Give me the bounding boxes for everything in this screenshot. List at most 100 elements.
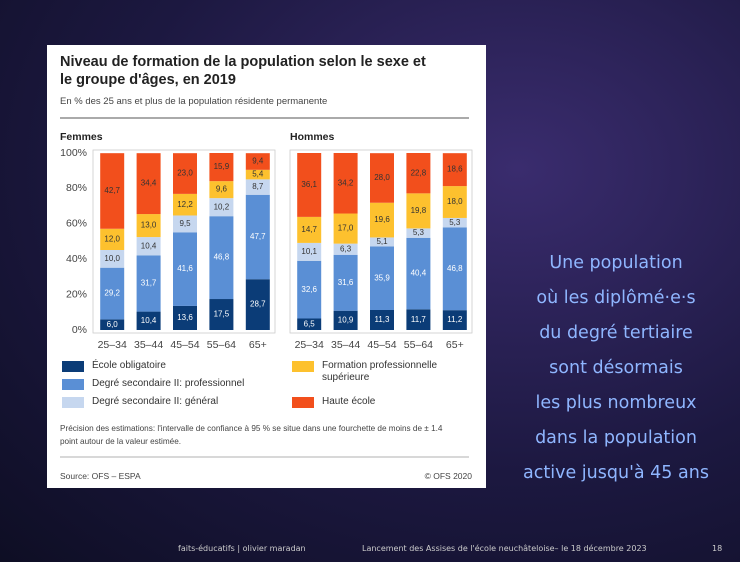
data-label: 8,7	[252, 182, 264, 191]
chart: Femmes 0% 20% 40% 60% 80% 100% 25–34 6,0 29,2 10,0…	[60, 117, 473, 458]
legend-swatch	[62, 361, 84, 372]
legend-swatch	[292, 397, 314, 408]
y-tick-label: 60%	[66, 218, 87, 230]
bar-segment	[173, 305, 197, 330]
data-label: 19,6	[374, 215, 390, 224]
data-label: 28,7	[250, 300, 266, 309]
data-label: 18,6	[447, 165, 463, 174]
figure-title: Niveau de formation de la population sel…	[60, 54, 426, 88]
bar-segment	[173, 193, 197, 216]
data-label: 5,3	[449, 218, 461, 227]
data-label: 22,8	[411, 168, 427, 177]
data-label: 46,8	[447, 264, 463, 273]
figure-panel: Niveau de formation de la population sel…	[47, 45, 486, 488]
x-tick-label: 55–64	[207, 339, 236, 351]
bar-segment	[406, 193, 431, 229]
text-line: active jusqu'à 45 ans	[523, 463, 709, 483]
x-tick-label: 45–54	[170, 339, 199, 351]
bar-segment	[297, 242, 322, 261]
data-label: 46,8	[214, 253, 230, 262]
data-label: 32,6	[301, 285, 317, 294]
bar-segment	[333, 153, 358, 214]
legend-label: École obligatoire	[92, 360, 166, 371]
data-label: 13,0	[141, 221, 157, 230]
bar-segment	[136, 214, 161, 238]
bar-segment	[136, 311, 161, 330]
x-tick-label: 25–34	[295, 339, 324, 351]
y-tick-label: 20%	[66, 288, 87, 300]
bar-segment	[100, 319, 125, 330]
data-label: 18,0	[447, 197, 463, 206]
data-label: 10,4	[141, 241, 157, 250]
bar-segment	[209, 299, 234, 330]
data-label: 10,2	[214, 202, 230, 211]
bar-segment	[442, 227, 467, 311]
data-label: 17,0	[338, 224, 354, 233]
data-label: 11,2	[447, 315, 463, 324]
source: Source: OFS – ESPA	[60, 471, 141, 481]
legend-label: Haute école	[322, 396, 376, 407]
text-line: sont désormais	[549, 358, 683, 378]
bar-segment	[136, 255, 161, 312]
bar-segment	[100, 228, 125, 250]
bar-segment	[245, 194, 270, 280]
legend-swatch	[62, 379, 84, 390]
data-label: 9,6	[216, 185, 228, 194]
bar-segment	[173, 232, 197, 306]
text-line: où les diplômé·e·s	[536, 288, 696, 308]
data-label: 29,2	[104, 289, 120, 298]
bar-segment	[370, 237, 394, 247]
bar-segment	[100, 249, 125, 268]
text-line: dans la population	[535, 428, 697, 448]
x-tick-label: 45–54	[367, 339, 396, 351]
x-tick-label: 35–44	[331, 339, 360, 351]
data-label: 6,3	[340, 244, 352, 253]
y-tick-label: 0%	[72, 324, 87, 336]
bar-segment	[245, 169, 270, 180]
data-label: 6,0	[107, 320, 119, 329]
data-label: 10,4	[141, 316, 157, 325]
data-label: 12,0	[104, 234, 120, 243]
data-label: 9,4	[252, 157, 264, 166]
data-label: 5,3	[413, 228, 425, 237]
bar-segment	[136, 237, 161, 256]
data-label: 10,9	[338, 315, 354, 324]
footer-center: Lancement des Assises de l'école neuchât…	[362, 544, 647, 553]
bar-segment	[442, 186, 467, 218]
bar-segment	[297, 153, 322, 217]
bar-segment	[442, 153, 467, 187]
data-label: 47,7	[250, 232, 266, 241]
bar-segment	[442, 217, 467, 228]
data-label: 17,5	[214, 310, 230, 319]
bar-segment	[370, 246, 394, 310]
bar-segment	[370, 202, 394, 238]
copyright: © OFS 2020	[424, 471, 472, 481]
bar-segment	[406, 309, 431, 330]
figure-subtitle: En % des 25 ans et plus de la population…	[60, 96, 328, 107]
bar-segment	[173, 153, 197, 194]
bar-segment	[442, 310, 467, 330]
x-tick-label: 65+	[446, 339, 464, 351]
bar-segment	[297, 318, 322, 330]
data-label: 15,9	[214, 162, 230, 171]
x-tick-label: 55–64	[404, 339, 433, 351]
bar-segment	[245, 153, 270, 170]
x-tick-label: 25–34	[98, 339, 127, 351]
bar-segment	[100, 267, 125, 320]
bar-segment	[209, 198, 234, 217]
text-line: du degré tertiaire	[539, 323, 693, 343]
data-label: 28,0	[374, 173, 390, 182]
bar-segment	[333, 254, 358, 311]
bar-segment	[297, 216, 322, 243]
data-label: 14,7	[301, 225, 317, 234]
bar-segment	[370, 309, 394, 330]
bar-segment	[297, 260, 322, 319]
legend-label: Formation professionnelle supérieure	[322, 360, 438, 383]
y-tick-label: 80%	[66, 182, 87, 194]
chart-title: Hommes	[290, 131, 335, 143]
bar-segment	[370, 153, 394, 203]
data-label: 10,1	[301, 247, 317, 256]
data-label: 13,6	[177, 313, 193, 322]
slide-text: Une population où les diplômé·e·s du degré…	[486, 246, 740, 491]
data-label: 11,7	[411, 315, 427, 324]
